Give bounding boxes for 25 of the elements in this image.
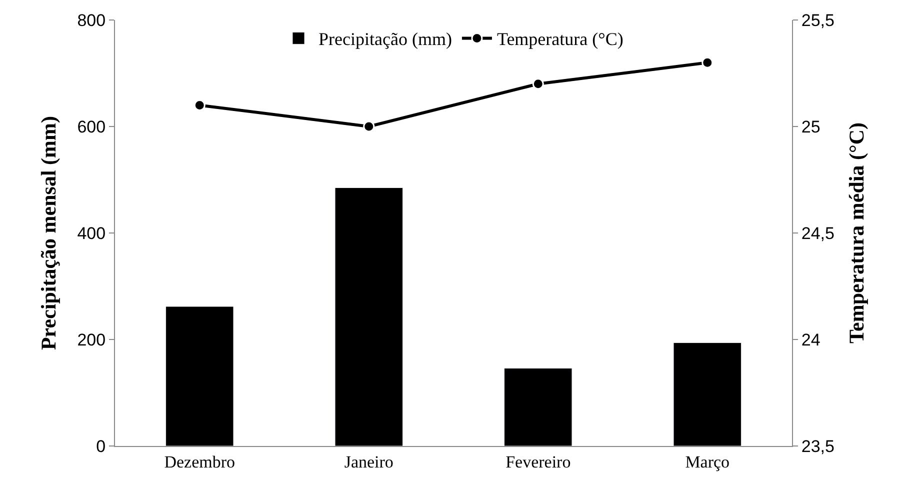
y2-tick-label: 25 [801, 117, 820, 136]
y2-tick-label: 24,5 [801, 224, 834, 243]
x-tick-label: Janeiro [344, 452, 394, 472]
y2-tick-label: 25,5 [801, 10, 834, 30]
x-tick-label: Março [685, 452, 730, 472]
x-tick-label: Dezembro [164, 452, 236, 472]
y-tick-label: 400 [77, 224, 106, 243]
y-tick-label: 0 [96, 436, 106, 456]
bar [673, 342, 742, 446]
y-axis-title: Precipitação mensal (mm) [36, 116, 60, 350]
y-tick-label: 600 [77, 117, 106, 136]
legend-label: Precipitação (mm) [318, 29, 452, 50]
legend-label: Temperatura (°C) [496, 29, 624, 50]
bar [334, 187, 403, 446]
x-tick-label: Fevereiro [506, 452, 571, 472]
bar [504, 368, 572, 446]
y-tick-label: 200 [77, 330, 106, 350]
bar [166, 306, 234, 446]
point [702, 56, 714, 68]
y2-axis-title: Temperatura média (°C) [844, 122, 869, 344]
y-tick-label: 800 [77, 10, 106, 30]
point [532, 78, 544, 90]
point [363, 120, 375, 132]
y2-tick-label: 23,5 [801, 436, 834, 456]
y2-tick-label: 24 [801, 330, 820, 350]
